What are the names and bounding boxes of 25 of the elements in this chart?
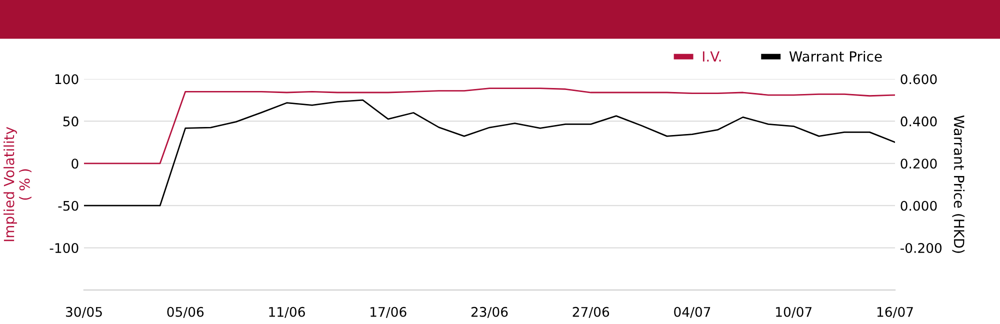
y2-tick-label: -0.200 — [900, 243, 942, 253]
y-tick-label: -100 — [50, 243, 78, 253]
x-tick-label: 04/07 — [674, 306, 710, 318]
y2-tick-label: 0.200 — [900, 158, 937, 169]
x-tick-label: 30/05 — [66, 306, 102, 318]
x-tick-label: 16/07 — [877, 306, 913, 318]
y-tick-label: -50 — [58, 200, 78, 211]
x-tick-label: 23/06 — [471, 306, 508, 318]
x-tick-label: 17/06 — [370, 306, 406, 318]
line-series — [84, 99, 895, 206]
y2-axis-title: Warrant Price (HKD) — [952, 115, 965, 253]
y-tick-label: 50 — [63, 116, 78, 126]
legend-label: Warrant Price — [789, 50, 882, 62]
y-axis-title: Implied Volatility ( % ) — [4, 126, 32, 242]
x-tick-label: 27/06 — [572, 306, 610, 318]
legend-label: I.V. — [702, 51, 721, 62]
line-series — [84, 88, 895, 164]
y-tick-label: 0 — [72, 158, 78, 169]
x-tick-label: 11/06 — [269, 306, 305, 318]
y-tick-label: 100 — [55, 74, 78, 84]
x-tick-label: 05/06 — [167, 306, 204, 318]
y2-tick-label: 0.400 — [900, 116, 937, 126]
x-tick-label: 10/07 — [776, 306, 812, 318]
y2-tick-label: 0.600 — [900, 74, 937, 84]
y2-tick-label: 0.000 — [900, 200, 937, 211]
